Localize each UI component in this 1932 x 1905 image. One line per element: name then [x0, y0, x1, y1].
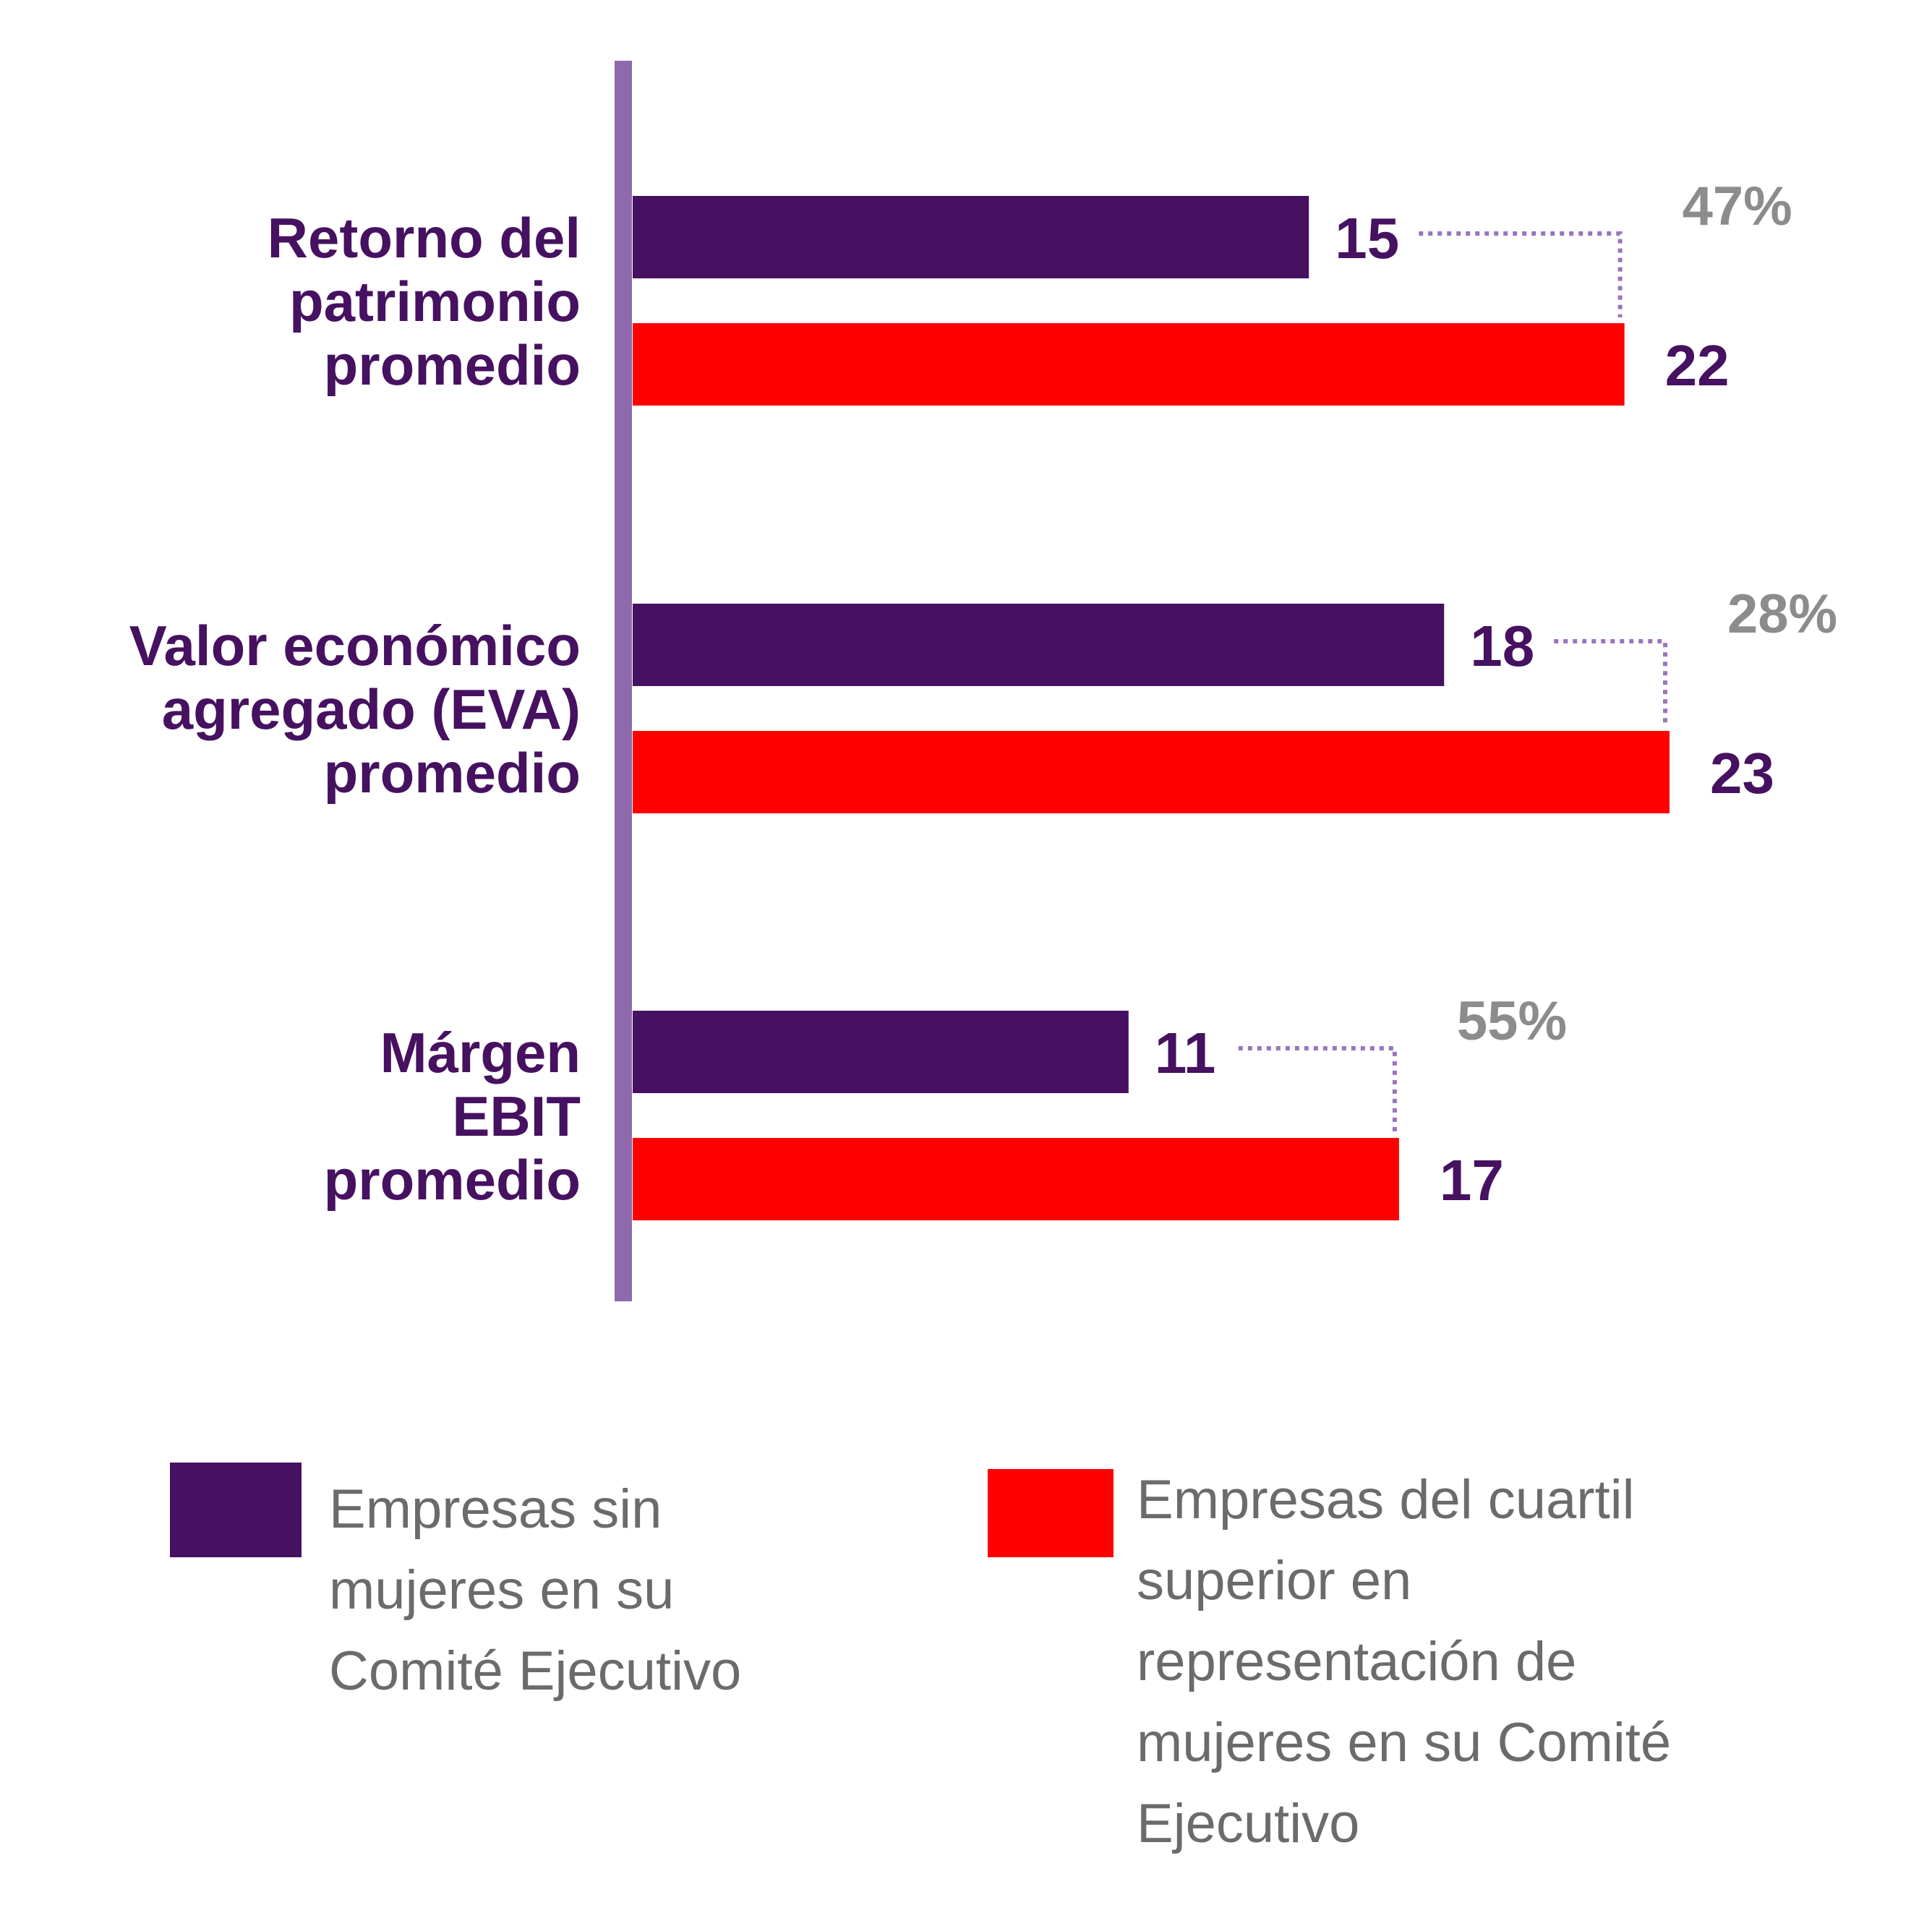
data-label: 23: [1710, 741, 1774, 805]
data-label: 18: [1470, 614, 1534, 678]
legend-entry: Empresas sin: [329, 1478, 662, 1540]
difference-annotation: 47%: [1683, 176, 1792, 237]
legend-swatch: [988, 1469, 1114, 1557]
bar: [633, 1138, 1399, 1220]
data-label: 15: [1335, 206, 1399, 270]
data-label: 22: [1665, 333, 1730, 398]
category-label: patrimonio: [289, 270, 581, 333]
legend-entry: Ejecutivo: [1137, 1793, 1359, 1854]
connector-line: [1238, 1046, 1397, 1132]
legend-entry: Empresas del cuartil: [1137, 1469, 1635, 1531]
legend-entry: superior en: [1137, 1550, 1411, 1611]
category-label: Valor económico: [129, 614, 581, 677]
category-label: agregado (EVA): [162, 677, 581, 741]
legend-entry: mujeres en su: [329, 1559, 674, 1621]
connector-line: [1554, 639, 1667, 725]
category-label: Márgen: [380, 1021, 581, 1084]
legend-entry: Comité Ejecutivo: [329, 1640, 741, 1702]
category-label: promedio: [324, 333, 581, 397]
category-label: Retorno del: [268, 206, 581, 270]
category-label: promedio: [324, 1148, 581, 1212]
legend-swatch: [170, 1463, 302, 1557]
legend-entry: representación de: [1137, 1631, 1576, 1692]
category-label: promedio: [324, 741, 581, 805]
bar: [633, 323, 1625, 406]
bar: [633, 1011, 1129, 1093]
bar: [633, 196, 1309, 278]
bar: [633, 731, 1670, 813]
connector-line: [1419, 231, 1623, 317]
category-label: EBIT: [452, 1084, 581, 1148]
difference-annotation: 55%: [1457, 990, 1567, 1052]
bar: [633, 604, 1445, 686]
data-label: 17: [1440, 1148, 1504, 1212]
data-label: 11: [1155, 1021, 1216, 1085]
legend-entry: mujeres en su Comité: [1137, 1712, 1671, 1773]
difference-annotation: 28%: [1727, 583, 1837, 645]
axis-line: [615, 61, 632, 1301]
